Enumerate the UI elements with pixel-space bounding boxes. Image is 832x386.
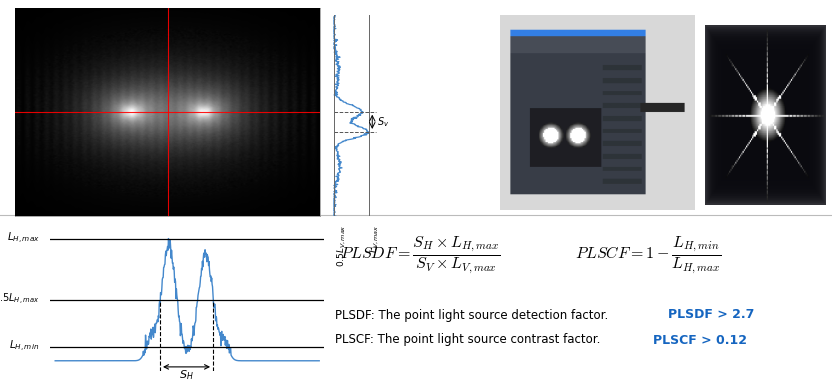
Text: $PLSDF = \dfrac{S_H \times L_{H,max}}{S_V \times L_{V,max}}$: $PLSDF = \dfrac{S_H \times L_{H,max}}{S_…: [340, 235, 501, 275]
Text: $0.5L_{H,max}$: $0.5L_{H,max}$: [0, 292, 39, 307]
Text: PLSDF > 2.7: PLSDF > 2.7: [668, 308, 755, 322]
Text: $S_v$: $S_v$: [378, 115, 389, 129]
Text: PLSCF > 0.12: PLSCF > 0.12: [653, 334, 747, 347]
Text: $S_H$: $S_H$: [179, 368, 194, 382]
Text: $L_{H,max}$: $L_{H,max}$: [7, 231, 39, 246]
Text: $L_{V,max}$: $L_{V,max}$: [369, 224, 381, 252]
Text: $L_{H,min}$: $L_{H,min}$: [9, 339, 39, 354]
Text: $PLSCF = 1 - \dfrac{L_{H,min}}{L_{H,max}}$: $PLSCF = 1 - \dfrac{L_{H,min}}{L_{H,max}…: [575, 235, 722, 275]
Text: $0.5L_{V,max}$: $0.5L_{V,max}$: [336, 224, 349, 267]
Text: PLSDF: The point light source detection factor.: PLSDF: The point light source detection …: [335, 308, 608, 322]
Text: PLSCF: The point light source contrast factor.: PLSCF: The point light source contrast f…: [335, 334, 601, 347]
